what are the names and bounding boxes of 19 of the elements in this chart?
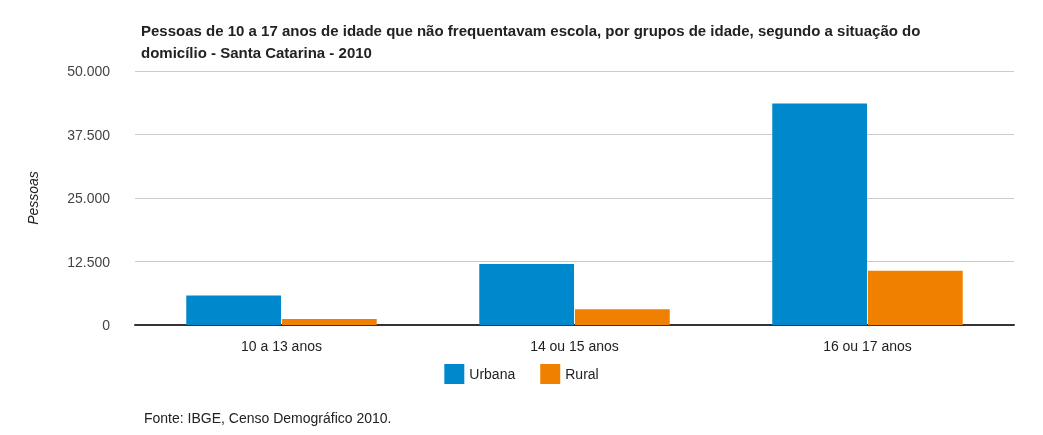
y-axis-title: Pessoas bbox=[25, 171, 41, 225]
x-tick-label: 14 ou 15 anos bbox=[530, 338, 619, 354]
bar bbox=[281, 318, 377, 325]
y-tick-label: 37.500 bbox=[67, 126, 111, 143]
y-tick-label: 12.500 bbox=[67, 253, 111, 270]
bar bbox=[186, 295, 282, 325]
source-note: Fonte: IBGE, Censo Demográfico 2010. bbox=[144, 410, 392, 426]
y-tick-label: 25.000 bbox=[67, 190, 111, 206]
x-tick-label: 10 a 13 anos bbox=[241, 338, 322, 354]
legend-label: Rural bbox=[565, 366, 599, 382]
y-tick-label: 0 bbox=[102, 317, 111, 333]
legend-label: Urbana bbox=[469, 366, 516, 382]
y-tick-label: 50.000 bbox=[67, 63, 111, 79]
x-tick-label: 16 ou 17 anos bbox=[823, 338, 912, 354]
bar bbox=[574, 309, 670, 325]
bar bbox=[772, 103, 868, 325]
chart-title: Pessoas de 10 a 17 anos de idade que não frequentavam escola, por grupos de idade, segundo a situação do domicílio - Santa Catarina - 2010 bbox=[141, 21, 925, 61]
bar bbox=[867, 270, 963, 325]
bar bbox=[479, 264, 575, 325]
